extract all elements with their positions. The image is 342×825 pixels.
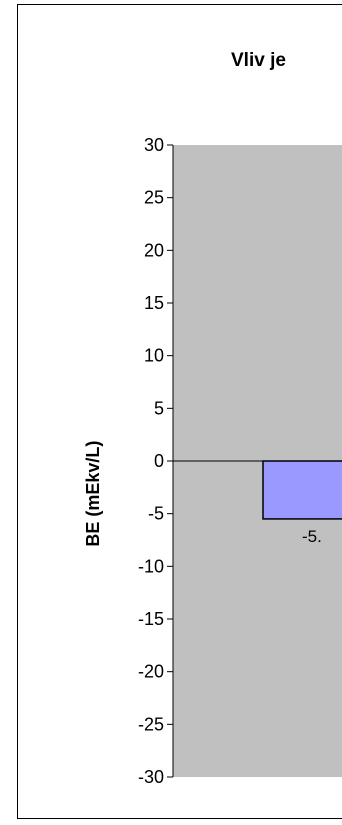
y-tick-label: 5	[154, 398, 164, 418]
y-axis-ticks: 30 25 20 15 10 5 0 -5 -10 -15 -20 -25 -30	[138, 135, 173, 787]
y-tick-label: 20	[144, 240, 164, 260]
y-tick-label: -10	[138, 556, 164, 576]
y-tick-label: -30	[138, 767, 164, 787]
bar-data-label: -5.	[302, 527, 322, 546]
bar	[262, 460, 342, 520]
chart-title: Vliv je	[231, 50, 286, 71]
y-tick-label: -15	[138, 609, 164, 629]
y-tick-label: -25	[138, 714, 164, 734]
y-tick-label: 0	[154, 451, 164, 471]
y-axis-label: BE (mEkv/L)	[83, 441, 103, 547]
y-tick-label: 10	[144, 346, 164, 366]
bar-series: -5.	[262, 460, 342, 546]
y-tick-label: 30	[144, 135, 164, 155]
y-tick-label: -5	[148, 504, 164, 524]
y-tick-label: 25	[144, 188, 164, 208]
y-tick-label: -20	[138, 662, 164, 682]
y-tick-label: 15	[144, 293, 164, 313]
